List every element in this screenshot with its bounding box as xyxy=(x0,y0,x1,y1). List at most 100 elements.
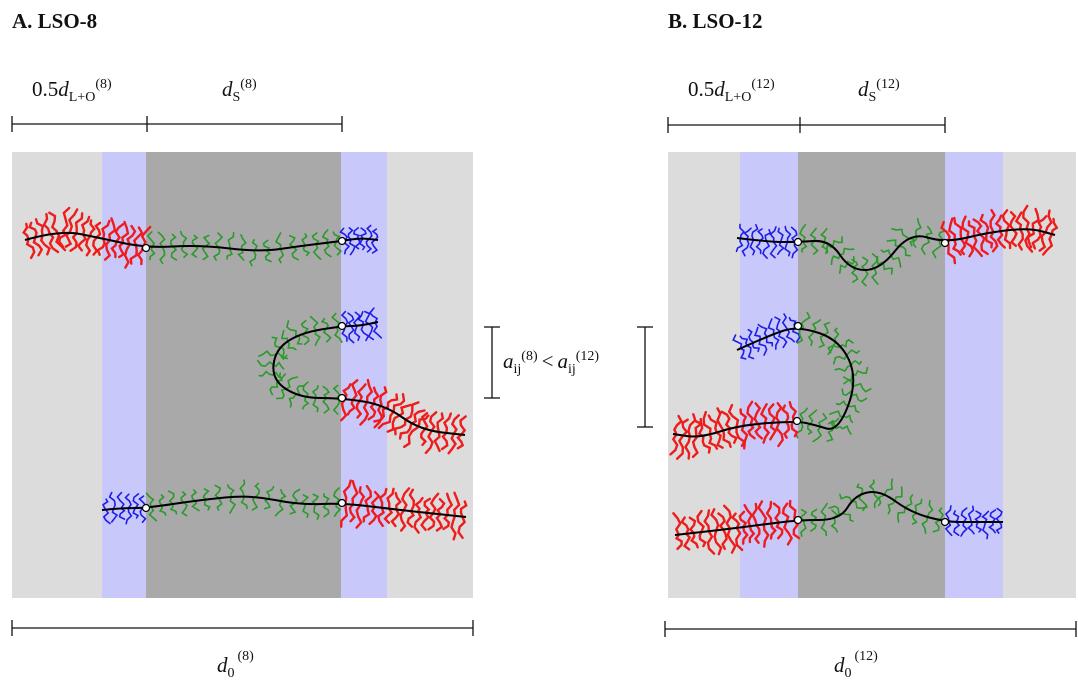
side-chain xyxy=(202,234,211,247)
side-chain xyxy=(996,229,1006,249)
side-chain xyxy=(399,509,407,532)
side-chain xyxy=(777,227,784,243)
side-chain xyxy=(1050,217,1059,236)
side-chain xyxy=(398,403,412,417)
side-chain xyxy=(125,507,133,525)
side-chain xyxy=(420,412,429,432)
side-chain xyxy=(264,250,272,263)
side-chain xyxy=(769,522,777,540)
side-chain xyxy=(300,319,309,333)
side-chain xyxy=(226,247,234,260)
label: d0(8) xyxy=(217,649,254,681)
side-chain xyxy=(799,224,807,243)
side-chain xyxy=(214,232,224,248)
side-chain xyxy=(982,521,989,540)
side-chain xyxy=(781,502,790,523)
side-chain xyxy=(820,519,828,537)
side-chain xyxy=(722,429,732,448)
side-chain xyxy=(683,532,692,551)
side-chain xyxy=(762,422,771,444)
side-chain xyxy=(322,397,330,414)
side-chain xyxy=(940,220,951,244)
side-chain xyxy=(690,531,699,549)
side-chain xyxy=(116,491,125,510)
side-chain xyxy=(413,510,423,534)
side-chain xyxy=(967,505,975,523)
side-chain xyxy=(333,502,342,517)
panel-title: B. LSO-12 xyxy=(668,9,763,33)
side-chain xyxy=(440,431,449,451)
side-chain xyxy=(669,433,679,456)
side-chain xyxy=(386,393,399,409)
side-chain xyxy=(810,240,819,255)
side-chain xyxy=(952,510,960,523)
side-chain xyxy=(994,214,1003,233)
side-chain xyxy=(967,220,976,238)
side-chain xyxy=(806,423,813,435)
side-chain xyxy=(351,479,359,506)
panel-title: A. LSO-8 xyxy=(12,9,97,33)
side-chain xyxy=(979,213,990,234)
side-chain xyxy=(139,507,147,523)
side-chain xyxy=(190,244,199,258)
side-chain xyxy=(801,240,808,253)
side-chain xyxy=(953,216,963,241)
junction xyxy=(792,416,802,426)
side-chain xyxy=(703,509,711,533)
side-chain xyxy=(989,208,996,233)
side-chain xyxy=(747,328,755,344)
side-chain xyxy=(851,393,868,403)
side-chain xyxy=(769,421,778,441)
side-chain xyxy=(28,221,38,239)
side-chain xyxy=(829,410,845,418)
junction xyxy=(940,238,950,248)
side-chain xyxy=(291,246,299,261)
side-chain xyxy=(1001,209,1011,232)
side-chain xyxy=(400,487,411,512)
side-chain xyxy=(769,226,777,243)
side-chain xyxy=(288,394,297,408)
side-chain xyxy=(398,422,413,440)
side-chain xyxy=(871,253,879,271)
side-chain xyxy=(370,490,381,509)
side-chain xyxy=(239,479,246,497)
side-chain xyxy=(158,504,167,516)
side-chain xyxy=(311,232,320,245)
side-chain xyxy=(951,239,962,256)
side-chain xyxy=(753,402,762,425)
side-chain xyxy=(751,341,761,353)
side-chain xyxy=(972,234,983,258)
side-chain xyxy=(1031,229,1042,250)
side-chain xyxy=(781,313,789,331)
side-chain xyxy=(332,231,341,243)
side-chain xyxy=(961,215,970,239)
side-chain xyxy=(984,231,994,249)
side-chain xyxy=(179,230,188,247)
side-chain xyxy=(272,361,285,370)
backbone xyxy=(24,231,379,252)
side-chain xyxy=(944,505,952,523)
side-chain xyxy=(765,500,773,525)
side-chain xyxy=(964,236,975,258)
side-chain xyxy=(456,433,465,450)
side-chain xyxy=(914,498,923,515)
side-chain xyxy=(377,410,395,430)
side-chain xyxy=(257,350,276,357)
side-chain xyxy=(860,256,869,271)
side-chain xyxy=(355,504,363,529)
side-chain xyxy=(732,334,743,350)
side-chain xyxy=(788,401,798,423)
side-chain xyxy=(1003,229,1012,250)
side-chain xyxy=(1014,211,1023,231)
side-chain xyxy=(694,417,703,439)
side-chain xyxy=(777,330,788,349)
side-chain xyxy=(855,382,872,393)
side-chain xyxy=(132,226,144,248)
side-chain xyxy=(262,239,271,252)
side-chain xyxy=(311,385,319,399)
side-chain xyxy=(414,496,424,514)
side-chain xyxy=(989,230,999,253)
side-chain xyxy=(1017,227,1024,251)
side-chain xyxy=(365,238,373,253)
side-chain xyxy=(911,512,918,525)
